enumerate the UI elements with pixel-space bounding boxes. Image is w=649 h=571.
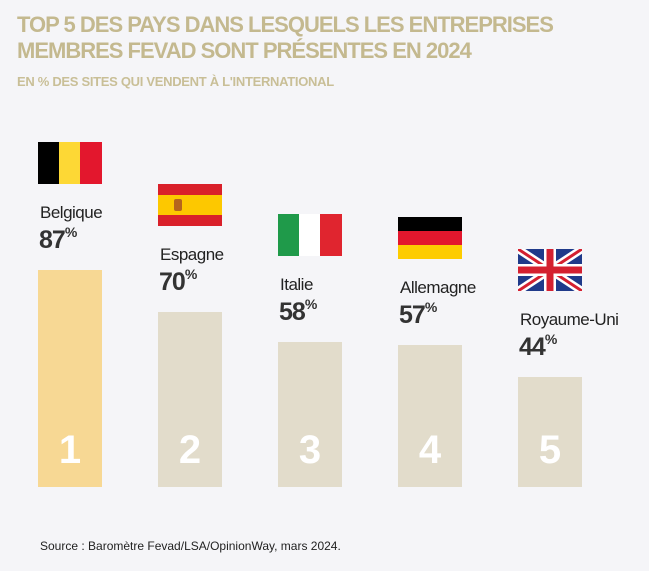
bar-italie: 3 bbox=[278, 342, 342, 487]
value-unit: % bbox=[184, 266, 197, 282]
value-number: 58 bbox=[279, 298, 306, 326]
rank-label: 4 bbox=[418, 428, 442, 472]
bar-royaume-uni: 5 bbox=[518, 377, 582, 487]
value-number: 44 bbox=[519, 333, 546, 361]
category-label: Royaume-Uni bbox=[520, 310, 619, 329]
value-number: 87 bbox=[39, 225, 66, 254]
rank-label: 1 bbox=[58, 428, 82, 472]
category-label: Belgique bbox=[40, 202, 103, 222]
germany-flag-icon bbox=[398, 216, 462, 259]
bar-allemagne: 4 bbox=[398, 344, 462, 487]
value-label: 58% bbox=[279, 296, 317, 327]
value-label: 57% bbox=[399, 298, 437, 330]
category-label: Italie bbox=[280, 275, 313, 294]
value-label: 44% bbox=[519, 331, 557, 362]
rank-label: 5 bbox=[538, 428, 562, 472]
rank-label: 3 bbox=[298, 428, 322, 472]
bar-belgique: 1 bbox=[38, 269, 102, 487]
rank-label: 2 bbox=[178, 428, 202, 472]
value-unit: % bbox=[64, 223, 77, 240]
italy-flag-icon bbox=[278, 214, 342, 256]
category-label: Espagne bbox=[160, 245, 224, 264]
value-number: 70 bbox=[159, 268, 186, 296]
value-label: 70% bbox=[159, 266, 197, 297]
value-unit: % bbox=[544, 331, 557, 347]
source-note: Source : Baromètre Fevad/LSA/OpinionWay,… bbox=[40, 539, 341, 553]
bar-espagne: 2 bbox=[158, 312, 222, 487]
value-unit: % bbox=[424, 298, 437, 315]
chart-subtitle: EN % DES SITES QUI VENDENT À L'INTERNATI… bbox=[17, 74, 334, 89]
category-label: Allemagne bbox=[400, 277, 476, 297]
value-number: 57 bbox=[399, 300, 426, 329]
belgium-flag-icon bbox=[38, 141, 102, 184]
value-label: 87% bbox=[39, 223, 77, 255]
spain-flag-icon bbox=[158, 184, 222, 226]
chart-title: TOP 5 DES PAYS DANS LESQUELS LES ENTREPR… bbox=[17, 12, 554, 63]
value-unit: % bbox=[304, 296, 317, 312]
uk-flag-icon bbox=[515, 245, 585, 295]
